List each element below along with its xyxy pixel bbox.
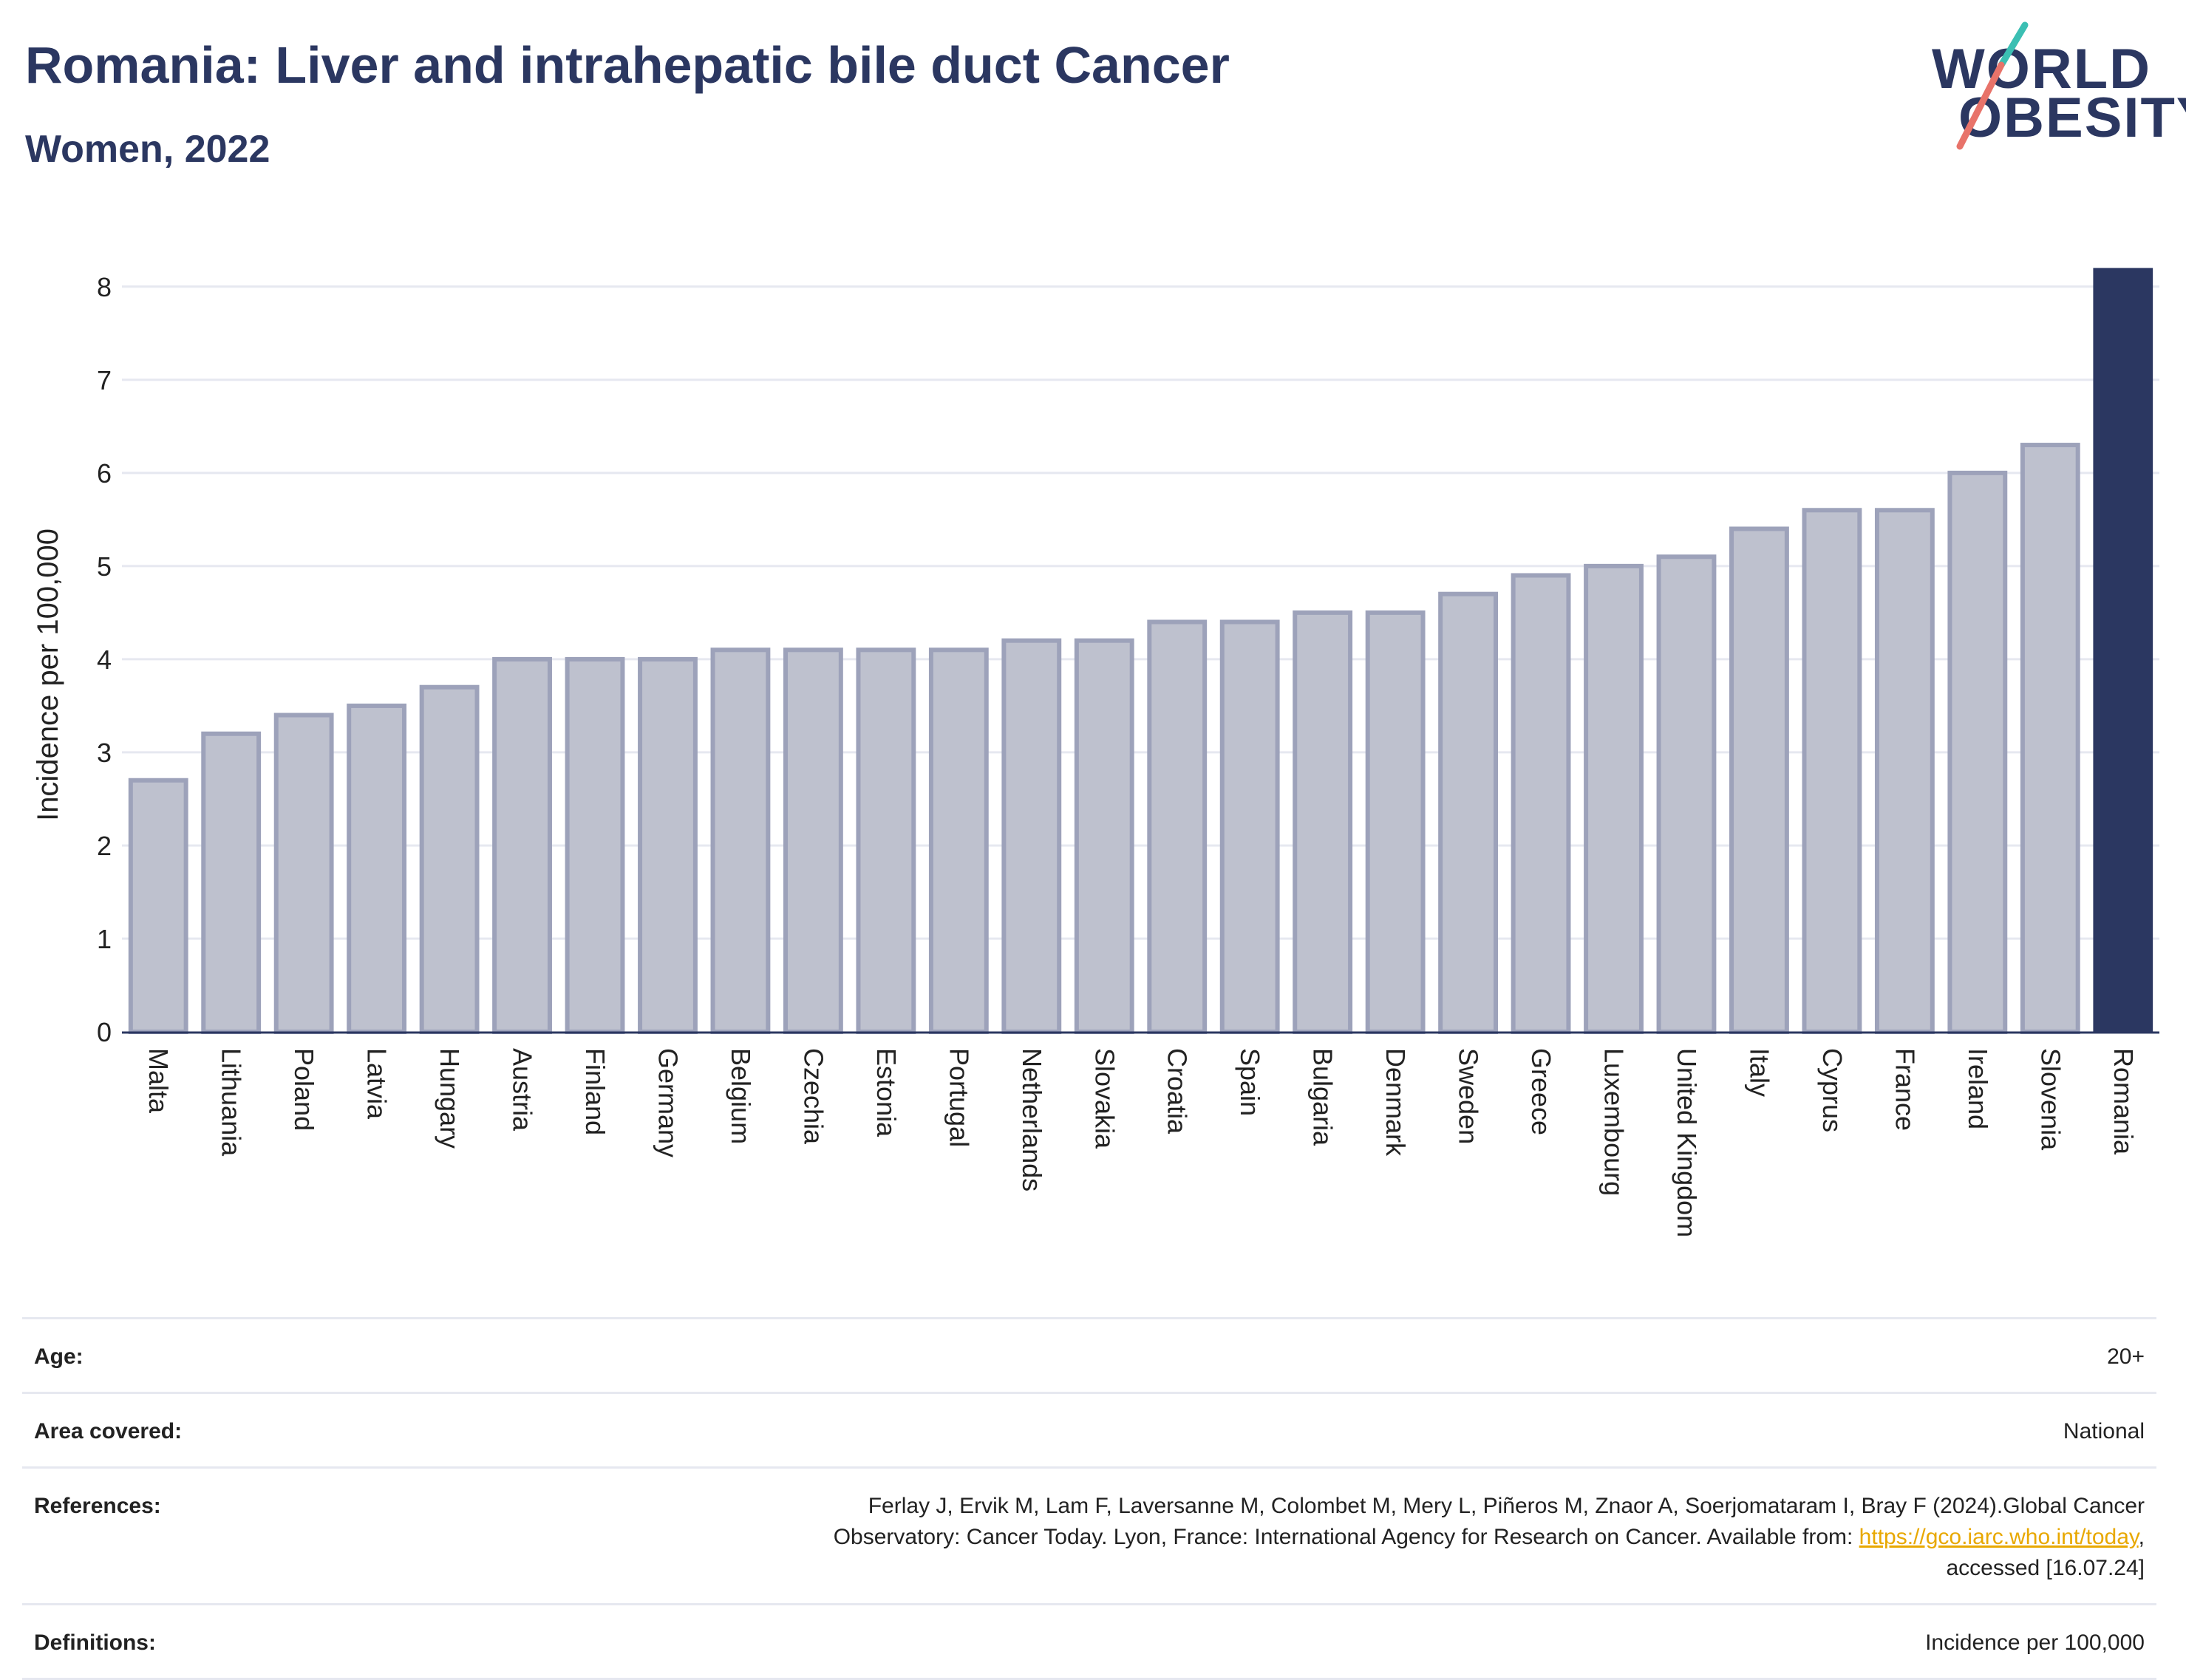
meta-row-age: Age: 20+ (22, 1317, 2156, 1393)
bar-netherlands (1001, 638, 1062, 1034)
x-tick-label: Spain (1235, 1048, 1265, 1116)
y-axis-ticks: 0 1 2 3 4 5 6 7 8 (97, 272, 112, 1047)
bar-czechia (783, 647, 843, 1034)
x-tick-label: Romania (2108, 1048, 2139, 1155)
x-tick-label: Greece (1526, 1048, 1556, 1135)
x-tick-label: Estonia (871, 1048, 902, 1137)
x-tick-label: Ireland (1963, 1048, 1993, 1129)
bar-poland (273, 713, 334, 1034)
y-tick-label: 5 (97, 551, 112, 582)
x-tick-label: Latvia (362, 1048, 392, 1120)
bar-slovakia (1074, 638, 1134, 1034)
bar-estonia (856, 647, 916, 1034)
x-tick-label: Poland (289, 1048, 319, 1131)
y-tick-label: 2 (97, 831, 112, 861)
x-tick-label: Lithuania (217, 1048, 247, 1157)
x-tick-label: Slovakia (1089, 1048, 1120, 1149)
bar-greece (1511, 573, 1571, 1034)
x-tick-label: Malta (143, 1048, 174, 1114)
x-tick-label: United Kingdom (1672, 1048, 1702, 1237)
bar-spain (1219, 619, 1280, 1034)
references-line2-suffix: , (2138, 1525, 2145, 1549)
x-tick-label: Czechia (798, 1048, 828, 1145)
x-axis-labels: Malta Lithuania Poland Latvia Hungary Austria… (143, 1048, 2139, 1237)
y-tick-label: 4 (97, 645, 112, 675)
bar-croatia (1147, 619, 1208, 1034)
references-line2: Observatory: Cancer Today. Lyon, France:… (833, 1525, 1859, 1549)
y-tick-label: 0 (97, 1017, 112, 1047)
meta-key: Area covered: (22, 1392, 356, 1468)
y-tick-label: 1 (97, 924, 112, 954)
x-tick-label: Finland (580, 1048, 610, 1135)
bar-hungary (419, 684, 480, 1034)
chart-subtitle: Women, 2022 (25, 128, 270, 171)
logo-line1: WORLD (1932, 38, 2152, 101)
references-line1: Ferlay J, Ervik M, Lam F, Laversanne M, … (868, 1494, 2145, 1518)
x-tick-label: Slovenia (2035, 1048, 2066, 1151)
bar-cyprus (1802, 508, 1862, 1034)
meta-row-definitions: Definitions: Incidence per 100,000 (22, 1603, 2156, 1680)
bar-denmark (1365, 610, 1426, 1034)
x-tick-label: France (1890, 1048, 1920, 1131)
references-text: Ferlay J, Ervik M, Lam F, Laversanne M, … (356, 1466, 2156, 1605)
chart-title: Romania: Liver and intrahepatic bile duc… (25, 36, 1230, 94)
bars (128, 268, 2153, 1034)
world-obesity-logo: WORLD OBESITY (1921, 19, 2186, 156)
bar-bulgaria (1293, 610, 1353, 1034)
bar-germany (638, 656, 698, 1034)
meta-row-references: References: Ferlay J, Ervik M, Lam F, La… (22, 1466, 2156, 1605)
bar-lithuania (201, 731, 262, 1034)
x-tick-label: Denmark (1380, 1048, 1411, 1157)
y-tick-label: 8 (97, 272, 112, 302)
bar-malta (128, 778, 188, 1034)
y-tick-label: 6 (97, 458, 112, 489)
bar-ireland (1947, 470, 2008, 1034)
y-axis-label: Incidence per 100,000 (32, 528, 64, 821)
metadata-table: Age: 20+ Area covered: National Referenc… (22, 1317, 2156, 1680)
x-tick-label: Belgium (726, 1048, 756, 1144)
references-line3: accessed [16.07.24] (1946, 1556, 2145, 1580)
x-tick-label: Sweden (1454, 1048, 1484, 1144)
bar-romania (2093, 268, 2153, 1032)
meta-key: Age: (22, 1317, 356, 1393)
references-link[interactable]: https://gco.iarc.who.int/today (1859, 1525, 2139, 1549)
bar-finland (565, 656, 625, 1034)
bar-united-kingdom (1656, 554, 1717, 1034)
meta-key: References: (22, 1466, 356, 1605)
x-tick-label: Cyprus (1817, 1048, 1848, 1132)
meta-value: Incidence per 100,000 (356, 1603, 2156, 1680)
x-tick-label: Austria (508, 1048, 538, 1132)
bar-belgium (710, 647, 771, 1034)
bar-latvia (347, 703, 407, 1034)
y-tick-label: 3 (97, 738, 112, 768)
bar-luxembourg (1584, 563, 1644, 1034)
y-tick-label: 7 (97, 365, 112, 395)
x-tick-label: Croatia (1162, 1048, 1193, 1135)
x-tick-label: Luxembourg (1599, 1048, 1630, 1196)
meta-value: 20+ (356, 1317, 2156, 1393)
x-tick-label: Germany (653, 1048, 683, 1157)
meta-key: Definitions: (22, 1603, 356, 1680)
bar-slovenia (2020, 443, 2080, 1034)
bar-france (1874, 508, 1935, 1034)
bar-italy (1729, 526, 1789, 1034)
bar-portugal (928, 647, 989, 1034)
meta-row-area: Area covered: National (22, 1392, 2156, 1468)
logo-line2: OBESITY (1958, 86, 2186, 149)
meta-value: National (356, 1392, 2156, 1468)
x-tick-label: Hungary (435, 1048, 465, 1149)
x-tick-label: Portugal (944, 1048, 974, 1147)
x-tick-label: Italy (1744, 1048, 1774, 1097)
bar-sweden (1438, 591, 1499, 1034)
x-tick-label: Bulgaria (1308, 1048, 1338, 1146)
bar-chart: 0 1 2 3 4 5 6 7 8 Malta Lithuania Poland Latvia Hung… (32, 268, 2159, 1237)
x-tick-label: Netherlands (1017, 1048, 1047, 1191)
logo-slash-icon (1956, 21, 2029, 150)
bar-austria (492, 656, 552, 1034)
